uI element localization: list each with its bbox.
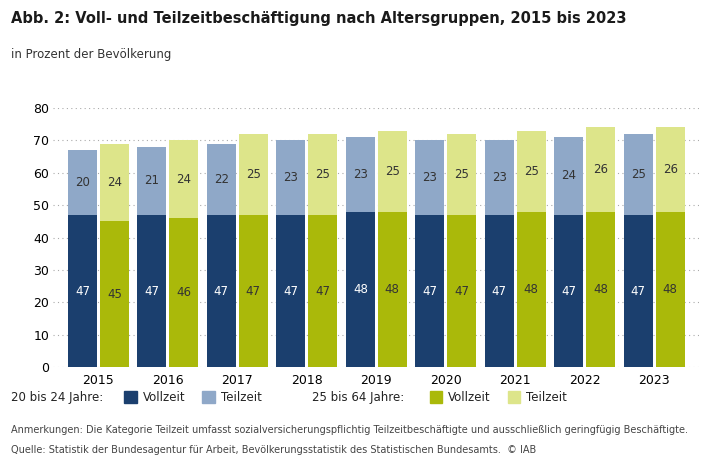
Text: Vollzeit: Vollzeit — [143, 391, 185, 403]
Text: Teilzeit: Teilzeit — [526, 391, 567, 403]
Text: 48: 48 — [385, 283, 400, 296]
Bar — [485, 215, 514, 367]
Text: Vollzeit: Vollzeit — [448, 391, 491, 403]
Bar — [68, 215, 97, 367]
Text: 48: 48 — [594, 283, 608, 296]
Bar — [68, 150, 97, 215]
Text: 24: 24 — [561, 169, 577, 182]
Bar — [239, 134, 268, 215]
Bar — [415, 140, 444, 215]
Text: Abb. 2: Voll- und Teilzeitbeschäftigung nach Altersgruppen, 2015 bis 2023: Abb. 2: Voll- und Teilzeitbeschäftigung … — [11, 11, 626, 27]
Text: 47: 47 — [246, 285, 261, 297]
Text: 23: 23 — [492, 171, 507, 184]
Bar — [239, 215, 268, 367]
Bar — [586, 127, 616, 212]
Text: Anmerkungen: Die Kategorie Teilzeit umfasst sozialversicherungspflichtig Teilzei: Anmerkungen: Die Kategorie Teilzeit umfa… — [11, 425, 688, 435]
Bar — [137, 147, 166, 215]
Bar — [378, 130, 407, 212]
Text: in Prozent der Bevölkerung: in Prozent der Bevölkerung — [11, 48, 171, 61]
Bar — [169, 140, 199, 218]
Text: 48: 48 — [353, 283, 368, 296]
Bar — [655, 127, 684, 212]
Bar — [415, 215, 444, 367]
Bar — [100, 144, 129, 221]
Bar — [554, 215, 584, 367]
Bar — [623, 134, 652, 215]
Text: 26: 26 — [662, 163, 677, 176]
Bar — [346, 212, 375, 367]
Text: 20 bis 24 Jahre:: 20 bis 24 Jahre: — [11, 391, 103, 403]
Bar — [554, 137, 584, 215]
Bar — [308, 215, 337, 367]
Text: 26: 26 — [593, 163, 608, 176]
Text: 22: 22 — [214, 173, 229, 186]
Text: 25 bis 64 Jahre:: 25 bis 64 Jahre: — [312, 391, 405, 403]
Text: 23: 23 — [422, 171, 437, 184]
Bar — [346, 137, 375, 212]
Text: 47: 47 — [454, 285, 469, 297]
Bar — [517, 212, 546, 367]
Text: 25: 25 — [630, 168, 645, 181]
Text: Teilzeit: Teilzeit — [221, 391, 262, 403]
Text: 21: 21 — [144, 174, 160, 187]
Text: 47: 47 — [492, 285, 507, 297]
Bar — [517, 130, 546, 212]
Text: 24: 24 — [176, 173, 192, 186]
Bar — [586, 212, 616, 367]
Bar — [485, 140, 514, 215]
Text: 47: 47 — [144, 285, 160, 297]
Text: 25: 25 — [524, 165, 539, 178]
Bar — [308, 134, 337, 215]
Text: 23: 23 — [283, 171, 298, 184]
Text: 47: 47 — [630, 285, 645, 297]
Bar — [623, 215, 652, 367]
Text: 46: 46 — [176, 286, 192, 299]
Bar — [276, 140, 305, 215]
Text: 23: 23 — [353, 168, 368, 181]
Text: 45: 45 — [107, 288, 122, 301]
Text: 47: 47 — [422, 285, 437, 297]
Bar — [169, 218, 199, 367]
Text: 48: 48 — [524, 283, 539, 296]
Bar — [447, 134, 476, 215]
Bar — [207, 215, 236, 367]
Bar — [100, 221, 129, 367]
Text: 25: 25 — [454, 168, 469, 181]
Text: 47: 47 — [561, 285, 577, 297]
Bar — [207, 144, 236, 215]
Text: 20: 20 — [75, 176, 90, 189]
Bar — [378, 212, 407, 367]
Bar — [276, 215, 305, 367]
Bar — [137, 215, 166, 367]
Text: 48: 48 — [662, 283, 677, 296]
Text: 47: 47 — [315, 285, 330, 297]
Text: 25: 25 — [385, 165, 400, 178]
Text: 47: 47 — [214, 285, 229, 297]
Text: 25: 25 — [246, 168, 261, 181]
Bar — [655, 212, 684, 367]
Text: 24: 24 — [107, 176, 122, 189]
Text: 25: 25 — [315, 168, 330, 181]
Text: 47: 47 — [283, 285, 298, 297]
Text: 47: 47 — [75, 285, 90, 297]
Bar — [447, 215, 476, 367]
Text: Quelle: Statistik der Bundesagentur für Arbeit, Bevölkerungsstatistik des Statis: Quelle: Statistik der Bundesagentur für … — [11, 445, 536, 455]
